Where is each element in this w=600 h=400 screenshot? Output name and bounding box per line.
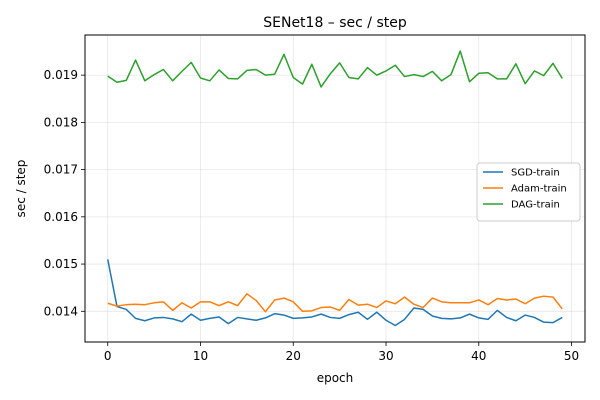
y-tick-label: 0.015 (44, 257, 78, 271)
x-axis-title: epoch (317, 371, 354, 385)
y-tick-label: 0.017 (44, 163, 78, 177)
series-line-dag-train (107, 50, 563, 88)
series-layer (106, 50, 563, 327)
y-tick-label: 0.018 (44, 115, 78, 129)
legend-label-sgd-train: SGD-train (511, 168, 560, 179)
series-line-adam-train (107, 293, 563, 313)
y-axis-title: sec / step (14, 160, 28, 218)
x-tick-label: 50 (564, 349, 579, 363)
axis-ticks: 0 10 20 30 40 50 0.014 0.015 0.016 0.017 0.018 0.01… (44, 68, 580, 363)
legend: SGD-train Adam-train DAG-train (476, 162, 581, 222)
y-tick-label: 0.014 (44, 304, 78, 318)
y-tick-label: 0.019 (44, 68, 78, 82)
x-tick-label: 20 (286, 349, 301, 363)
y-tick-label: 0.016 (44, 210, 78, 224)
legend-label-dag-train: DAG-train (511, 200, 560, 211)
x-tick-label: 30 (378, 349, 393, 363)
legend-label-adam-train: Adam-train (511, 184, 567, 195)
x-tick-label: 0 (104, 349, 112, 363)
legend-box (476, 162, 581, 222)
series-line-sgd-train (106, 259, 563, 327)
chart-title: SENet18 – sec / step (263, 15, 407, 31)
x-tick-label: 10 (193, 349, 208, 363)
plot-frame (84, 34, 586, 343)
x-tick-label: 40 (471, 349, 486, 363)
